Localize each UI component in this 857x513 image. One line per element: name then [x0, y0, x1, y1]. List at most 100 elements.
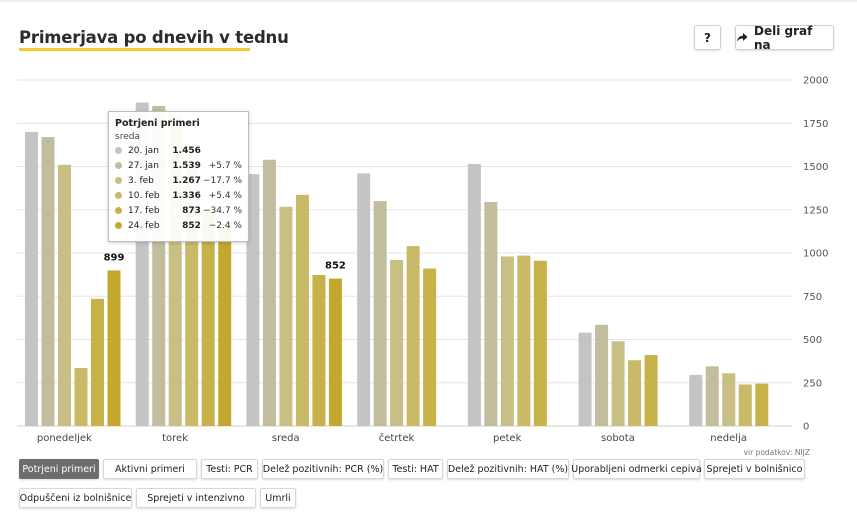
tooltip-row: 10. feb 1.336 +5.4 % [115, 188, 242, 203]
tooltip-date: 3. feb [128, 175, 154, 186]
bar[interactable] [500, 256, 514, 426]
metric-tab[interactable]: Sprejeti v intenzivno [136, 488, 256, 508]
bar[interactable] [279, 206, 293, 426]
x-tick-label: petek [493, 433, 522, 444]
legend-dot-icon [115, 192, 122, 199]
bar[interactable] [517, 255, 531, 426]
bar[interactable] [406, 246, 420, 426]
tooltip-title: Potrjeni primeri [115, 118, 200, 129]
metric-tab[interactable]: Potrjeni primeri [19, 459, 99, 479]
metric-tab[interactable]: Sprejeti v bolnišnico [704, 459, 805, 479]
bar[interactable] [738, 384, 752, 426]
bar[interactable] [312, 274, 326, 426]
tooltip-date: 27. jan [128, 160, 159, 171]
tooltip-date: 17. feb [128, 205, 160, 216]
bar[interactable] [611, 341, 625, 426]
bar[interactable] [107, 270, 121, 426]
metric-tab[interactable]: Delež pozitivnih: HAT (%) [447, 459, 569, 479]
tooltip-row: 24. feb 852 −2.4 % [115, 218, 242, 233]
y-tick-label: 1750 [803, 119, 828, 130]
bar[interactable] [25, 131, 38, 426]
data-label: 852 [325, 261, 346, 272]
metric-tab[interactable]: Odpuščeni iz bolnišnice [19, 488, 132, 508]
bar[interactable] [595, 324, 609, 426]
legend-dot-icon [115, 147, 122, 154]
tooltip-change: −34.7 % [203, 205, 242, 216]
tooltip-row: 20. jan 1.456 [115, 143, 242, 158]
tooltip-change: +5.7 % [208, 160, 242, 171]
x-tick-label: nedelja [710, 433, 747, 444]
y-tick-label: 1500 [803, 162, 828, 173]
y-tick-label: 2000 [803, 76, 828, 87]
bar[interactable] [705, 366, 719, 426]
bar[interactable] [689, 374, 703, 426]
tooltip-value: 1.336 [172, 190, 201, 201]
bar[interactable] [58, 164, 71, 426]
bar[interactable] [533, 260, 547, 426]
tooltip-value: 1.456 [172, 145, 201, 156]
bar[interactable] [373, 201, 387, 426]
data-label: 899 [104, 252, 125, 263]
metric-tab[interactable]: Aktivni primeri [103, 459, 197, 479]
bar[interactable] [74, 368, 88, 426]
y-tick-label: 750 [803, 292, 822, 303]
tooltip-date: 10. feb [128, 190, 160, 201]
legend-dot-icon [115, 207, 122, 214]
tooltip-value: 873 [182, 205, 201, 216]
metric-tab[interactable]: Delež pozitivnih: PCR (%) [262, 459, 384, 479]
bar[interactable] [41, 137, 55, 426]
x-tick-label: sobota [601, 433, 635, 444]
bar[interactable] [357, 173, 371, 426]
x-tick-label: sreda [272, 433, 300, 444]
y-tick-label: 1250 [803, 205, 828, 216]
y-tick-label: 250 [803, 378, 822, 389]
tooltip-change: +5.4 % [208, 190, 242, 201]
y-tick-label: 0 [803, 422, 809, 433]
tooltip-row: 17. feb 873 −34.7 % [115, 203, 242, 218]
x-tick-label: ponedeljek [37, 433, 92, 444]
tooltip-change: −2.4 % [208, 220, 242, 231]
y-tick-label: 500 [803, 335, 822, 346]
legend-dot-icon [115, 177, 122, 184]
labels: 0 250 500 750 1000 1250 1500 1750 2000 ponedeljek… [37, 76, 829, 445]
chart-tooltip: Potrjeni primeri sreda 20. jan 1.456 27. j… [108, 111, 249, 242]
bar[interactable] [423, 268, 437, 426]
metric-tab[interactable]: Umrli [260, 488, 296, 508]
x-tick-label: četrtek [379, 432, 415, 444]
bar[interactable] [628, 360, 642, 426]
page-title: Primerjava po dnevih v tednu [19, 28, 289, 47]
share-button[interactable]: Deli graf na [735, 23, 834, 52]
bar[interactable] [467, 163, 481, 426]
tooltip-rows: 20. jan 1.456 27. jan 1.539 +5.7 % 3. feb 1.26… [115, 143, 242, 233]
bar[interactable] [328, 278, 342, 426]
tooltip-change: −17.7 % [203, 175, 242, 186]
top-border [0, 0, 857, 2]
tooltip-value: 1.539 [172, 160, 201, 171]
help-button[interactable]: ? [694, 25, 721, 50]
share-arrow-icon [736, 32, 748, 44]
bar[interactable] [484, 201, 498, 426]
bar[interactable] [722, 373, 736, 426]
bar[interactable] [644, 355, 658, 426]
bar[interactable] [262, 159, 276, 426]
tooltip-row: 3. feb 1.267 −17.7 % [115, 173, 242, 188]
bar[interactable] [218, 227, 232, 426]
tooltip-value: 1.267 [172, 175, 201, 186]
help-label: ? [704, 30, 711, 45]
bar[interactable] [246, 174, 260, 426]
bar[interactable] [390, 259, 404, 426]
title-underline [19, 48, 250, 51]
metric-tab[interactable]: Uporabljeni odmerki cepiva [571, 459, 702, 479]
metric-tab[interactable]: Testi: PCR [201, 459, 258, 479]
metric-tab[interactable]: Testi: HAT [388, 459, 443, 479]
bar[interactable] [201, 209, 215, 426]
share-label: Deli graf na [754, 23, 813, 52]
tooltip-date: 20. jan [128, 145, 159, 156]
bar[interactable] [295, 194, 309, 426]
bar[interactable] [91, 298, 104, 426]
tooltip-date: 24. feb [128, 220, 160, 231]
bar[interactable] [578, 332, 592, 426]
tooltip-day: sreda [115, 132, 140, 142]
x-tick-label: torek [162, 433, 188, 444]
bar[interactable] [755, 383, 769, 426]
